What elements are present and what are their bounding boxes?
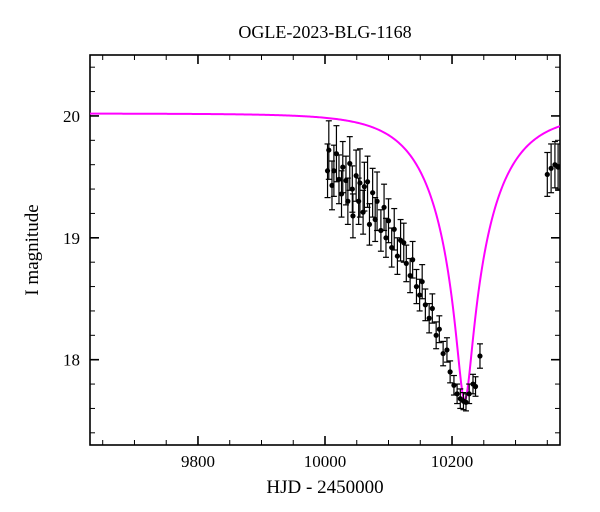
data-point: [410, 257, 415, 262]
data-point: [455, 391, 460, 396]
data-point: [477, 353, 482, 358]
data-point: [370, 190, 375, 195]
data-point: [336, 177, 341, 182]
data-point: [381, 205, 386, 210]
data-point: [378, 228, 383, 233]
data-point: [343, 178, 348, 183]
y-axis-label: I magnitude: [22, 204, 43, 295]
data-point: [347, 161, 352, 166]
y-tick-label: 20: [63, 107, 80, 126]
y-tick-label: 19: [63, 229, 80, 248]
data-point: [401, 240, 406, 245]
data-point: [331, 168, 336, 173]
data-point: [386, 218, 391, 223]
data-point: [325, 168, 330, 173]
data-point: [444, 347, 449, 352]
x-tick-label: 9800: [181, 452, 215, 471]
data-point: [441, 351, 446, 356]
data-point: [423, 302, 428, 307]
chart-title: OGLE-2023-BLG-1168: [238, 22, 411, 42]
chart-container: OGLE-2023-BLG-1168 9800 10000 10200 HJD - 24…: [0, 0, 600, 512]
data-point: [434, 333, 439, 338]
data-point: [374, 199, 379, 204]
data-point: [326, 147, 331, 152]
data-point: [414, 284, 419, 289]
data-point: [417, 292, 422, 297]
data-point: [545, 172, 550, 177]
data-point: [427, 316, 432, 321]
data-point: [404, 261, 409, 266]
data-point: [392, 227, 397, 232]
data-point: [467, 391, 472, 396]
data-point: [329, 183, 334, 188]
data-point: [350, 186, 355, 191]
data-point: [437, 327, 442, 332]
data-point: [420, 279, 425, 284]
data-point: [340, 165, 345, 170]
data-point: [395, 253, 400, 258]
data-point: [549, 166, 554, 171]
data-point: [383, 235, 388, 240]
lightcurve-chart: OGLE-2023-BLG-1168 9800 10000 10200 HJD - 24…: [0, 0, 600, 512]
data-point: [334, 151, 339, 156]
data-point: [463, 400, 468, 405]
data-point: [345, 199, 350, 204]
data-point: [354, 173, 359, 178]
x-axis-label: HJD - 2450000: [266, 477, 383, 498]
x-tick-label: 10200: [431, 452, 474, 471]
data-point: [356, 199, 361, 204]
data-point: [362, 184, 367, 189]
x-tick-label: 10000: [304, 452, 347, 471]
data-point: [473, 384, 478, 389]
data-point: [365, 179, 370, 184]
data-point: [367, 222, 372, 227]
data-point: [389, 245, 394, 250]
data-point: [339, 191, 344, 196]
data-point: [430, 306, 435, 311]
data-point: [408, 273, 413, 278]
data-point: [357, 180, 362, 185]
data-point: [373, 217, 378, 222]
data-point: [555, 165, 560, 170]
data-point: [350, 213, 355, 218]
data-point: [448, 369, 453, 374]
data-point: [451, 383, 456, 388]
data-point: [361, 210, 366, 215]
y-tick-label: 18: [63, 351, 80, 370]
